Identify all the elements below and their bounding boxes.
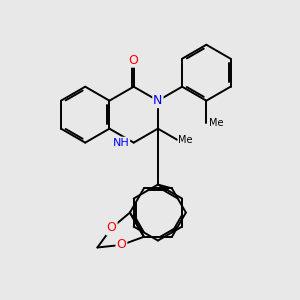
Text: Me: Me [178,135,193,145]
Text: N: N [153,94,163,107]
Text: O: O [107,221,117,235]
Text: O: O [116,238,126,251]
Text: NH: NH [112,138,129,148]
Text: O: O [129,54,139,67]
Text: Me: Me [209,118,224,128]
